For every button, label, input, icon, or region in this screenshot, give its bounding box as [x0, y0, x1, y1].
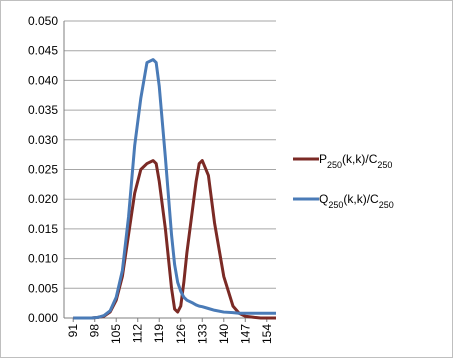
x-tick-label: 112	[131, 324, 145, 343]
x-tick-label: 105	[109, 324, 123, 344]
series-line-q	[73, 58, 276, 320]
y-tick-label: 0.015	[28, 222, 58, 236]
x-tick-label: 98	[88, 324, 102, 338]
x-tick-label: 154	[260, 324, 274, 344]
y-tick-label: 0.030	[28, 133, 58, 147]
y-tick-label: 0.005	[28, 281, 58, 295]
y-tick-label: 0.035	[28, 103, 58, 117]
x-tick-label: 133	[195, 324, 209, 344]
gridlines	[64, 20, 276, 289]
series-lines	[73, 58, 276, 320]
legend: P250(k,k)/C250 Q250(k,k)/C250	[293, 152, 394, 210]
y-tick-label: 0.025	[28, 163, 58, 177]
x-tick-label: 140	[217, 324, 231, 344]
x-tick-label: 147	[238, 324, 252, 344]
legend-label-q: Q250(k,k)/C250	[319, 192, 394, 210]
y-tick-label: 0.045	[28, 44, 58, 58]
x-tick-label: 126	[174, 324, 188, 344]
y-tick-label: 0.050	[28, 14, 58, 28]
legend-label-p: P250(k,k)/C250	[319, 152, 392, 170]
y-tick-label: 0.000	[28, 311, 58, 325]
axes: 0.000 0.005 0.010 0.015 0.020 0.025 0.030 0.035…	[28, 14, 276, 344]
y-tick-label: 0.040	[28, 73, 58, 87]
y-tick-label: 0.010	[28, 252, 58, 266]
series-line-p	[73, 159, 276, 320]
x-tick-label: 91	[66, 324, 80, 338]
x-tick-label: 119	[152, 324, 166, 343]
y-tick-label: 0.020	[28, 192, 58, 206]
